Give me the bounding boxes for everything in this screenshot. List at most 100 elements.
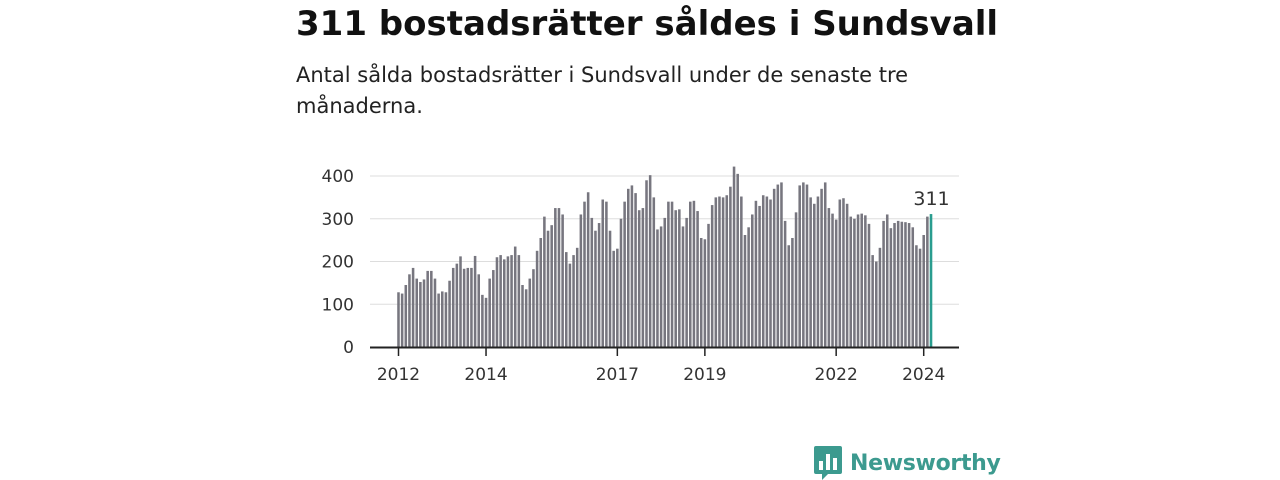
bar [535, 250, 539, 347]
bar [761, 195, 765, 347]
bar [488, 278, 491, 347]
bar [860, 213, 863, 347]
bar [838, 199, 842, 347]
x-tick-label: 2019 [683, 365, 726, 385]
bar-highlight [929, 214, 933, 347]
bar [408, 274, 411, 347]
bar [448, 280, 451, 347]
bar [889, 228, 893, 347]
bar [422, 279, 426, 347]
bar [911, 227, 915, 347]
bar [648, 175, 652, 347]
bar [419, 282, 422, 347]
bar [546, 230, 550, 347]
bar [816, 196, 820, 347]
bar [765, 196, 769, 347]
bar [437, 293, 440, 347]
chart-title: 311 bostadsrätter såldes i Sundsvall [296, 4, 999, 44]
bar [616, 248, 619, 347]
bar [699, 237, 703, 347]
bar [656, 229, 659, 347]
bar [517, 255, 521, 347]
bar [561, 214, 564, 347]
bar [915, 245, 918, 347]
newsworthy-logo: Newsworthy [814, 446, 1001, 480]
bar [864, 215, 867, 347]
bar [875, 261, 878, 347]
bar [696, 211, 699, 347]
bar [481, 294, 484, 347]
bar [601, 199, 605, 347]
bar [663, 217, 667, 347]
bar [495, 257, 499, 347]
bar [780, 182, 783, 347]
bar [404, 285, 408, 347]
bar [885, 214, 889, 347]
bar [597, 223, 601, 347]
bar [641, 208, 645, 347]
bar [473, 255, 477, 347]
bar [871, 255, 874, 347]
bar [532, 269, 535, 347]
bar [827, 208, 831, 347]
y-tick-label: 100 [322, 295, 354, 315]
bar [751, 214, 754, 347]
bar [747, 227, 750, 347]
bar [572, 255, 575, 347]
bar [557, 208, 561, 347]
bar [845, 203, 849, 347]
bar [645, 180, 648, 347]
y-tick-label: 400 [322, 167, 354, 187]
bar [689, 201, 692, 347]
x-axis-ticks: 2012 2014 2017 2019 2022 2024 [377, 347, 945, 385]
bar [492, 270, 495, 347]
highlight-value-label: 311 [913, 188, 949, 210]
bar [634, 193, 637, 347]
bar [783, 220, 787, 347]
bar [623, 201, 626, 347]
bar [670, 201, 674, 347]
bar [594, 230, 597, 347]
bar [834, 219, 838, 347]
bar [440, 291, 444, 347]
bar [794, 212, 798, 347]
bar [878, 247, 882, 347]
bar [721, 197, 725, 348]
bar [627, 188, 630, 347]
bar [849, 216, 853, 347]
x-tick-label: 2017 [596, 365, 639, 385]
bar [484, 297, 488, 347]
bar [896, 220, 900, 347]
bar [543, 216, 546, 347]
bar [769, 199, 772, 347]
bar [528, 278, 532, 347]
bar [754, 200, 758, 347]
y-tick-label: 0 [343, 338, 354, 358]
bar [652, 197, 656, 348]
bar [685, 217, 688, 347]
bar [707, 223, 710, 347]
bar [455, 263, 459, 347]
chart-subtitle: Antal sålda bostadsrätter i Sundsvall un… [296, 63, 909, 118]
bar [619, 218, 623, 347]
bar [605, 201, 608, 347]
bar [586, 192, 590, 347]
bar [565, 252, 568, 347]
bar [521, 285, 524, 347]
bar [831, 213, 834, 347]
x-tick-label: 2014 [464, 365, 507, 385]
bar [926, 216, 929, 347]
bar [900, 221, 904, 347]
bars [397, 166, 933, 348]
bar [502, 259, 506, 347]
bar [411, 267, 415, 347]
bar [681, 226, 685, 347]
bar-chart: 0 100 200 300 400 2012 2014 2017 2019 2022 2024 3… [322, 166, 959, 385]
bar [539, 237, 543, 347]
bar [451, 267, 455, 347]
bar [805, 184, 809, 347]
y-axis-tick-labels: 0 100 200 300 400 [322, 167, 354, 358]
bar [499, 255, 502, 347]
bar [415, 278, 419, 347]
bar [524, 289, 528, 347]
